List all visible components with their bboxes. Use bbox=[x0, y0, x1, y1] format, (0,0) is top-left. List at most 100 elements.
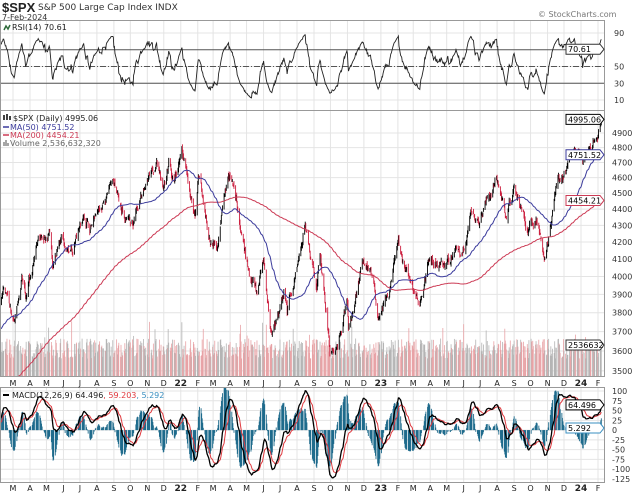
macd-y-tick-label: 50 bbox=[612, 407, 622, 416]
macd-histogram-bar bbox=[456, 423, 458, 431]
macd-histogram-bar bbox=[348, 419, 350, 431]
macd-histogram-bar bbox=[340, 405, 342, 431]
macd-histogram-bar bbox=[290, 419, 292, 431]
macd-histogram-bar bbox=[497, 430, 499, 432]
macd-histogram-bar bbox=[584, 430, 586, 445]
macd-histogram-bar bbox=[71, 430, 73, 436]
x-tick-label: M bbox=[443, 379, 450, 388]
macd-histogram-bar bbox=[309, 430, 311, 445]
macd-histogram-bar bbox=[430, 408, 432, 431]
macd-histogram-bar bbox=[12, 430, 14, 450]
macd-histogram-bar bbox=[288, 421, 290, 431]
macd-histogram-bar bbox=[443, 430, 445, 435]
macd-histogram-bar bbox=[432, 418, 434, 431]
macd-histogram-bar bbox=[177, 430, 179, 432]
macd-histogram-bar bbox=[256, 429, 258, 431]
price-value-badge-text: 4995.06 bbox=[568, 115, 601, 124]
macd-histogram-bar bbox=[166, 430, 168, 438]
macd-histogram-bar bbox=[224, 388, 226, 431]
macd-histogram-bar bbox=[178, 427, 180, 431]
macd-histogram-bar bbox=[534, 426, 536, 431]
x-tick-label: F bbox=[195, 484, 200, 493]
macd-histogram-bar bbox=[43, 430, 45, 433]
x-tick-label: M bbox=[43, 379, 50, 388]
macd-histogram-bar bbox=[201, 413, 203, 431]
macd-histogram-bar bbox=[385, 421, 387, 431]
macd-histogram-bar bbox=[538, 428, 540, 431]
x-tick-label: D bbox=[561, 379, 567, 388]
macd-histogram-bar bbox=[67, 430, 69, 437]
macd-histogram-bar bbox=[70, 430, 72, 437]
x-tick-label: D bbox=[161, 484, 167, 493]
macd-histogram-bar bbox=[143, 411, 145, 431]
macd-histogram-bar bbox=[558, 397, 560, 431]
macd-histogram-bar bbox=[298, 409, 300, 431]
macd-histogram-bar bbox=[500, 430, 501, 440]
x-tick-label: 24 bbox=[575, 379, 588, 389]
macd-histogram-bar bbox=[434, 424, 436, 431]
macd-histogram-bar bbox=[122, 430, 124, 454]
macd-histogram-bar bbox=[355, 416, 357, 431]
macd-histogram-bar bbox=[166, 430, 168, 444]
macd-histogram-bar bbox=[503, 430, 505, 452]
macd-histogram-bar bbox=[128, 430, 130, 439]
macd-histogram-bar bbox=[110, 420, 112, 431]
macd-histogram-bar bbox=[205, 430, 207, 444]
macd-histogram-bar bbox=[47, 430, 49, 440]
macd-histogram-bar bbox=[328, 430, 330, 466]
macd-histogram-bar bbox=[62, 422, 64, 431]
macd-histogram-bar bbox=[493, 426, 495, 431]
price-y-tick-label: 3700 bbox=[612, 328, 632, 337]
x-tick-label: M bbox=[410, 484, 417, 493]
macd-histogram-bar bbox=[431, 410, 433, 431]
macd-histogram-bar bbox=[442, 430, 444, 435]
rsi-y-tick-label: 30 bbox=[614, 79, 624, 88]
x-tick-label: O bbox=[527, 484, 533, 493]
x-tick-label: A bbox=[294, 484, 300, 493]
x-tick-label: 24 bbox=[575, 484, 588, 493]
macd-histogram-bar bbox=[470, 408, 472, 431]
macd-histogram-bar bbox=[52, 430, 54, 461]
x-tick-label: O bbox=[127, 484, 133, 493]
x-tick-label: N bbox=[545, 379, 551, 388]
macd-histogram-bar bbox=[260, 408, 262, 431]
macd-y-tick-label: -125 bbox=[612, 475, 630, 484]
macd-histogram-bar bbox=[474, 429, 476, 431]
macd-histogram-bar bbox=[213, 430, 215, 441]
macd-histogram-bar bbox=[359, 410, 361, 431]
macd-histogram-bar bbox=[412, 430, 414, 451]
macd-histogram-bar bbox=[338, 415, 340, 431]
macd-histogram-bar bbox=[106, 424, 108, 431]
macd-histogram-bar bbox=[3, 412, 5, 431]
macd-histogram-bar bbox=[525, 430, 527, 449]
macd-histogram-bar bbox=[438, 430, 440, 434]
macd-histogram-bar bbox=[237, 430, 239, 458]
macd-histogram-bar bbox=[150, 417, 152, 431]
macd-histogram-bar bbox=[94, 428, 96, 431]
macd-histogram-bar bbox=[164, 430, 166, 448]
macd-histogram-bar bbox=[466, 428, 467, 431]
macd-histogram-bar bbox=[175, 430, 177, 435]
macd-histogram-bar bbox=[419, 430, 421, 443]
macd-histogram-bar bbox=[239, 430, 241, 466]
macd-histogram-bar bbox=[86, 427, 87, 431]
macd-histogram-bar bbox=[419, 430, 421, 440]
macd-histogram-bar bbox=[112, 421, 114, 431]
macd-histogram-bar bbox=[580, 430, 582, 444]
x-tick-label: N bbox=[344, 379, 350, 388]
x-tick-label: M bbox=[410, 379, 417, 388]
macd-histogram-bar bbox=[5, 418, 7, 431]
macd-histogram-bar bbox=[555, 391, 557, 431]
macd-histogram-bar bbox=[331, 430, 333, 459]
macd-histogram-bar bbox=[155, 428, 157, 431]
macd-histogram-bar bbox=[216, 430, 217, 432]
macd-histogram-bar bbox=[462, 430, 464, 434]
macd-histogram-bar bbox=[189, 430, 191, 459]
macd-value-badge-box bbox=[565, 399, 605, 411]
macd-histogram-bar bbox=[131, 430, 133, 437]
macd-histogram-bar bbox=[86, 429, 88, 431]
ma50-value-badge-text: 4751.52 bbox=[568, 151, 601, 160]
macd-histogram-bar bbox=[218, 420, 220, 431]
macd-histogram-bar bbox=[48, 430, 50, 439]
macd-histogram-bar bbox=[258, 425, 260, 431]
